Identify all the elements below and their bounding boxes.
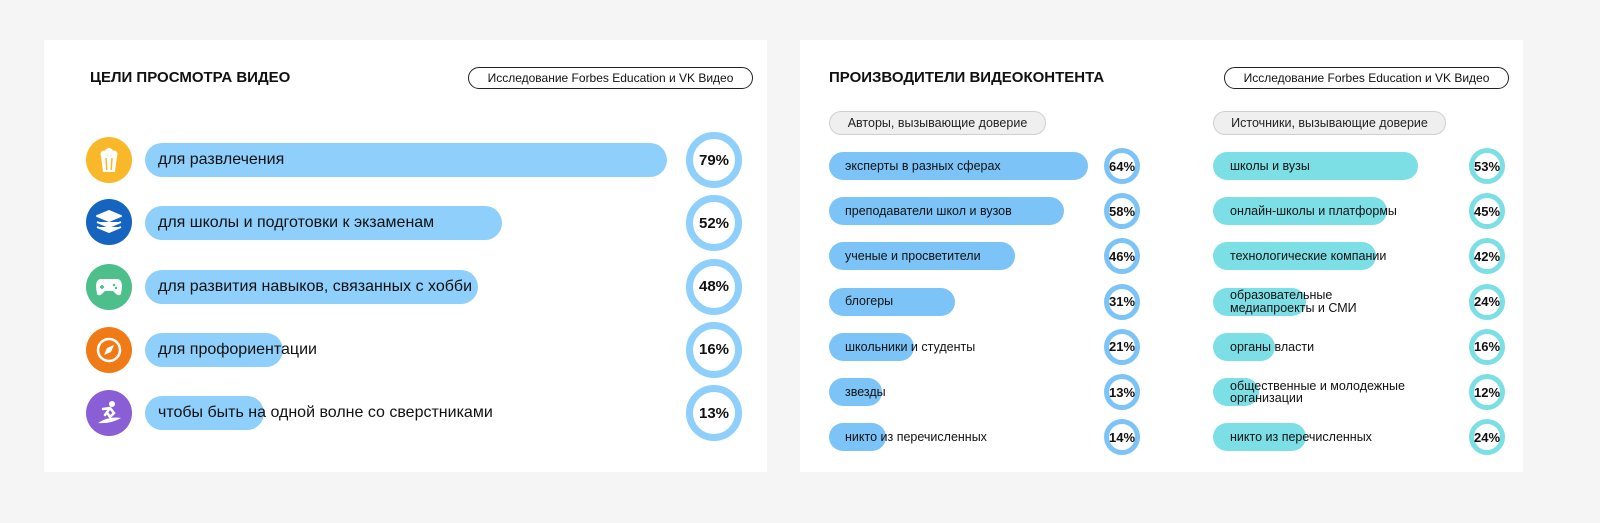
value-label: 16% (1469, 328, 1505, 365)
value-label: 13% (686, 385, 742, 442)
bar (1213, 378, 1260, 406)
category-label: эксперты в разных сферах (845, 158, 1001, 173)
source-badge: Исследование Forbes Education и VK Видео (468, 67, 753, 89)
value-label: 42% (1469, 238, 1505, 275)
category-label: ученые и просветители (845, 249, 981, 264)
category-label: блогеры (845, 294, 894, 309)
bar (145, 332, 283, 367)
value-label: 79% (686, 132, 742, 188)
category-label: чтобы быть на одной волне со сверстникам… (158, 404, 493, 422)
value-label: 64% (1104, 148, 1140, 184)
category-label: преподаватели школ и вузов (845, 203, 1012, 218)
bar (829, 332, 915, 361)
bar (145, 143, 667, 177)
category-label: звезды (845, 384, 886, 399)
bar (829, 423, 886, 452)
bar (1213, 332, 1275, 361)
bar (145, 396, 265, 431)
category-label: школьники и студенты (845, 339, 976, 354)
value-label: 53% (1469, 148, 1505, 184)
bar (829, 152, 1089, 180)
bar (829, 197, 1064, 226)
bar (1213, 197, 1388, 226)
value-label: 46% (1104, 238, 1140, 275)
category-label: образовательные медиапроекты и СМИ (1230, 288, 1357, 315)
source-badge: Исследование Forbes Education и VK Видео (1224, 67, 1509, 89)
icon-glyph (96, 210, 122, 233)
category-label: для развития навыков, связанных с хобби (158, 277, 473, 295)
value-label: 31% (1104, 283, 1140, 320)
value-label: 14% (1104, 419, 1140, 456)
category-label: общественные и молодежные организации (1230, 378, 1405, 405)
value-label: 24% (1469, 419, 1505, 456)
icon-glyph (96, 337, 122, 363)
value-label: 13% (1104, 374, 1140, 410)
icon-glyph (100, 148, 118, 172)
value-label: 48% (686, 258, 742, 315)
icon (86, 264, 132, 310)
category-label: онлайн-школы и платформы (1230, 203, 1397, 218)
category-label: технологические компании (1230, 249, 1387, 264)
value-label: 45% (1469, 193, 1505, 230)
icon (86, 137, 132, 183)
category-label: органы власти (1230, 339, 1315, 354)
value-label: 24% (1469, 283, 1505, 320)
chart-title: ПРОИЗВОДИТЕЛИ ВИДЕОКОНТЕНТА (829, 69, 1105, 86)
value-label: 16% (686, 321, 742, 378)
bar (829, 242, 1016, 271)
icon (86, 199, 132, 245)
bar (829, 378, 882, 406)
icon (86, 390, 132, 436)
bar (145, 206, 503, 241)
bar (1213, 152, 1419, 180)
category-label: для школы и подготовки к экзаменам (158, 214, 435, 232)
icon-glyph (96, 279, 122, 296)
bar (829, 287, 955, 316)
bar (1213, 287, 1306, 316)
chart-title: ЦЕЛИ ПРОСМОТРА ВИДЕО (90, 69, 291, 86)
chart-subtitle: Авторы, вызывающие доверие (829, 111, 1046, 135)
icon (86, 327, 132, 373)
value-label: 58% (1104, 193, 1140, 230)
category-label: никто из перечисленных (845, 429, 987, 444)
category-label: школы и вузы (1230, 158, 1310, 173)
bar (1213, 242, 1376, 271)
category-label: никто из перечисленных (1230, 429, 1372, 444)
value-label: 12% (1469, 374, 1505, 410)
value-label: 52% (686, 195, 742, 252)
chart-subtitle: Источники, вызывающие доверие (1213, 111, 1446, 135)
category-label: для развлечения (158, 151, 285, 168)
category-label: для профориентации (158, 340, 317, 358)
bar (1213, 423, 1306, 452)
bar (145, 269, 478, 304)
value-label: 21% (1104, 328, 1140, 365)
icon-glyph (98, 401, 121, 424)
